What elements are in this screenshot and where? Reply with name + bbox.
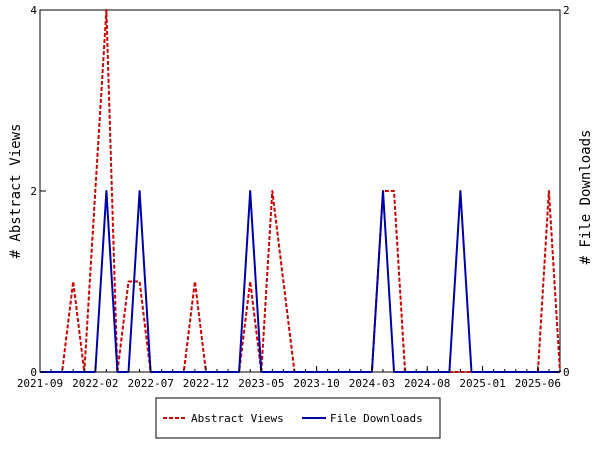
x-tick-label: 2024-03	[349, 377, 395, 390]
right-axis-title: # File Downloads	[578, 130, 594, 265]
series-layer	[40, 9, 561, 373]
x-tick-label: 2022-12	[183, 377, 229, 390]
x-tick-label: 2021-09	[17, 377, 63, 390]
x-tick-label: 2022-02	[72, 377, 118, 390]
x-tick-label: 2025-06	[515, 377, 561, 390]
left-axis-title: # Abstract Views	[8, 124, 24, 259]
x-tick-label: 2023-10	[293, 377, 339, 390]
left-y-tick-label: 4	[30, 4, 37, 17]
right-y-tick-label: 0	[563, 366, 570, 379]
x-tick-label: 2022-07	[127, 377, 173, 390]
left-y-tick-label: 2	[30, 185, 37, 198]
axes-layer: 2021-09 2022-02 2022-07 2022-12 2023-05 2023-…	[17, 4, 570, 390]
plot-area	[39, 9, 561, 373]
x-tick-label: 2023-05	[238, 377, 284, 390]
legend-box	[155, 397, 441, 439]
right-y-tick-label: 2	[563, 4, 570, 17]
legend-label-file-downloads: File Downloads	[330, 412, 423, 425]
series-line-file-downloads	[40, 190, 560, 373]
x-tick-label: 2025-01	[459, 377, 505, 390]
x-tick-label: 2024-08	[404, 377, 450, 390]
legend-label-abstract-views: Abstract Views	[191, 412, 284, 425]
legend: Abstract Views File Downloads	[155, 397, 441, 439]
left-y-tick-label: 0	[30, 366, 37, 379]
